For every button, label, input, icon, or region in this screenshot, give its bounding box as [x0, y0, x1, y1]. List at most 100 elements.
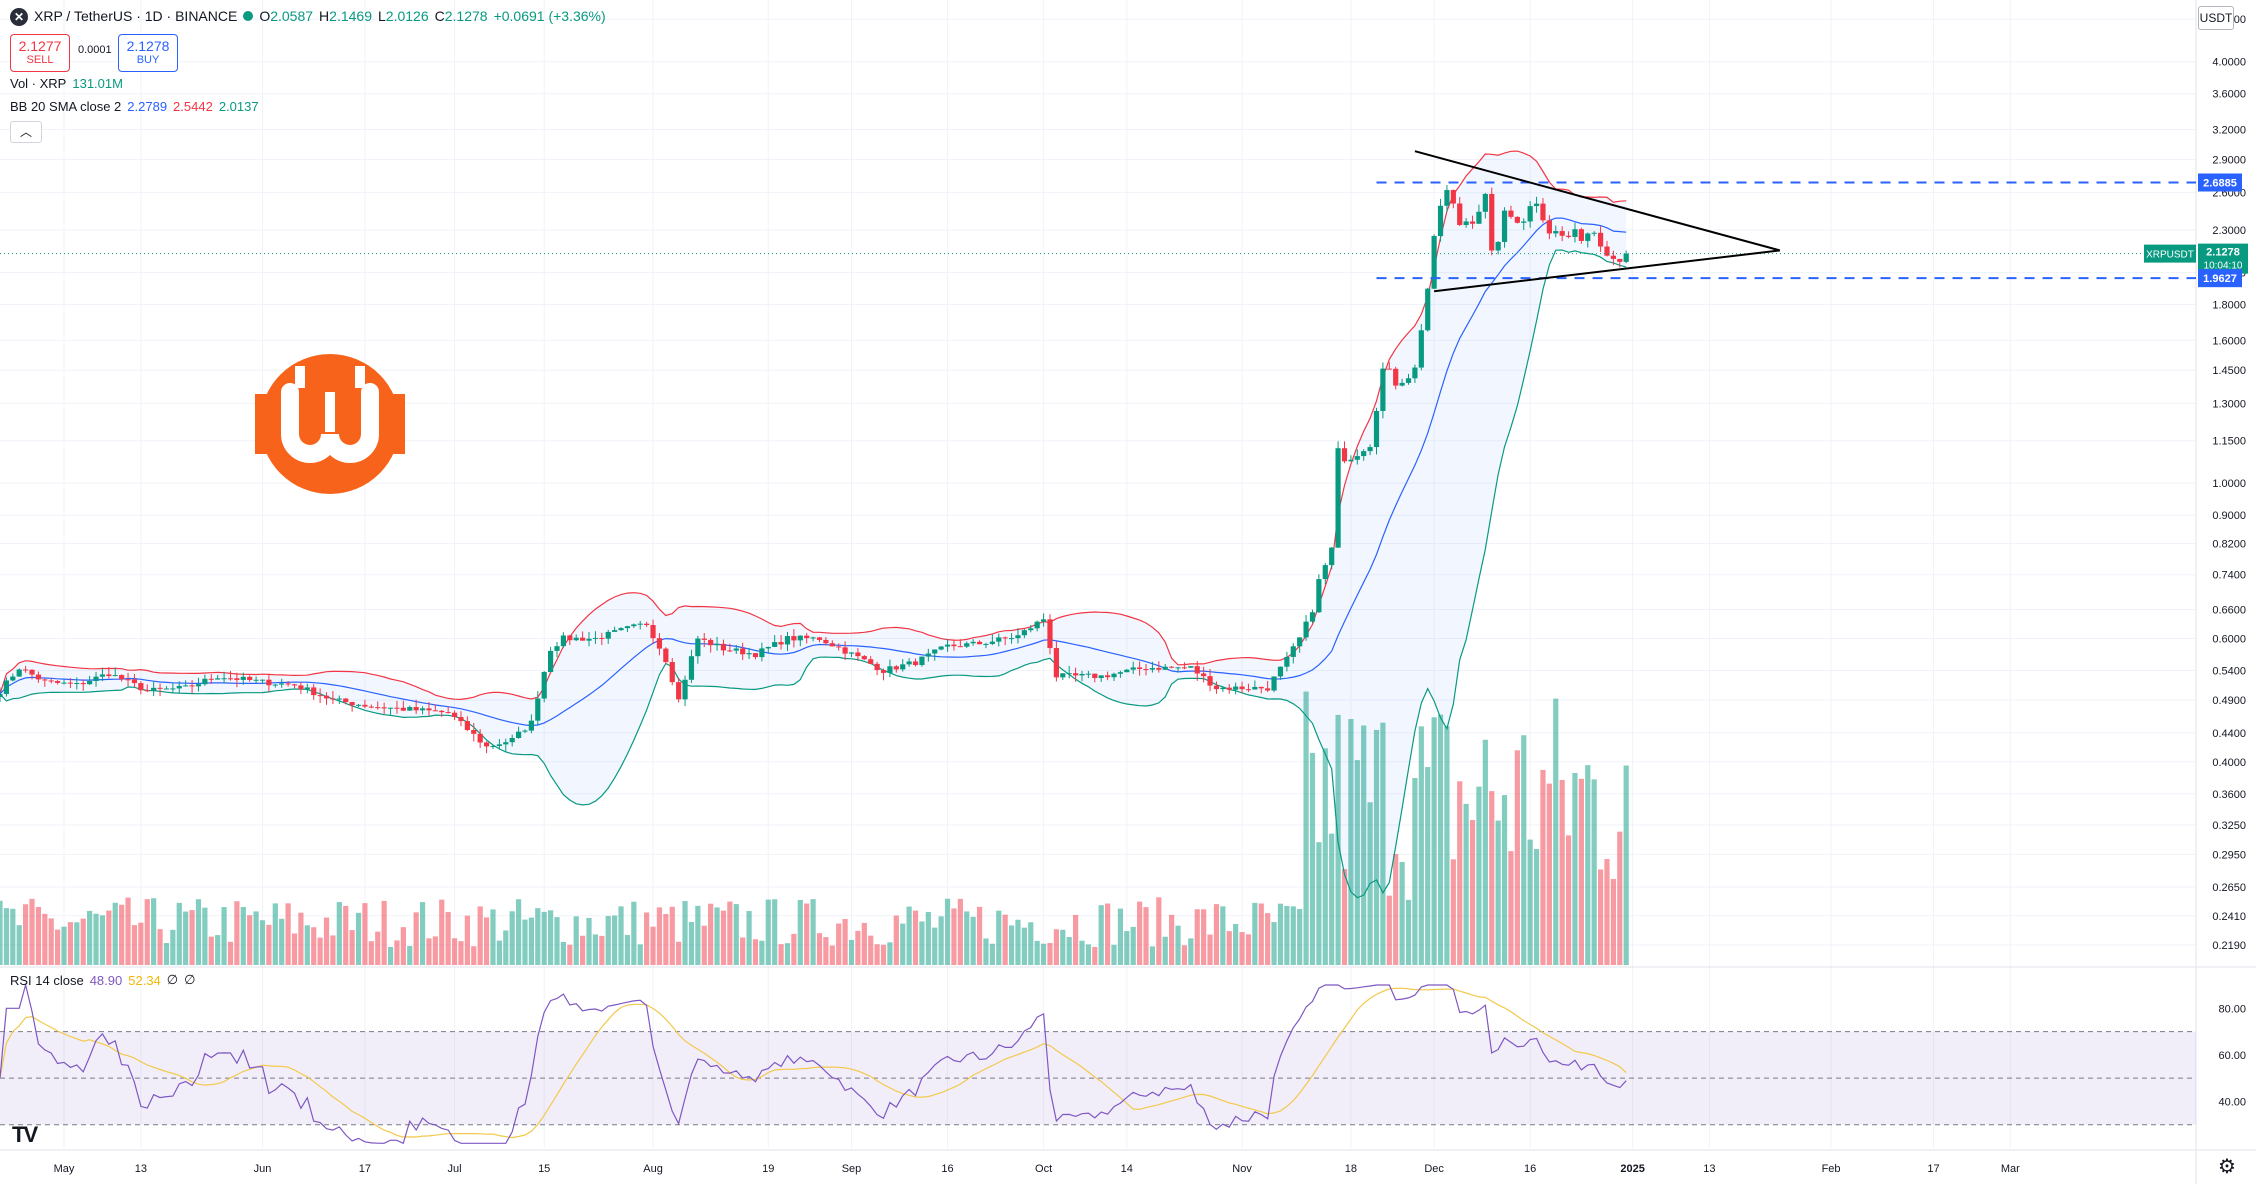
candle-body: [1476, 211, 1482, 224]
volume-bar: [170, 929, 176, 965]
volume-bar: [624, 935, 631, 965]
volume-bar: [906, 906, 912, 965]
gear-icon[interactable]: ⚙: [2218, 1156, 2236, 1178]
volume-bar: [528, 917, 534, 965]
volume-bar: [189, 910, 195, 965]
volume-bar: [912, 910, 919, 965]
candle-body: [432, 710, 438, 712]
volume-bar: [247, 915, 253, 965]
candle-body: [285, 683, 291, 685]
volume-bar: [1201, 909, 1207, 965]
candle-body: [515, 731, 522, 738]
buy-button[interactable]: 2.1278 BUY: [118, 34, 178, 72]
chevron-up-icon: ︿: [19, 125, 32, 139]
bb-fill: [0, 151, 1627, 898]
candle-body: [1092, 673, 1098, 679]
tradingview-logo[interactable]: TV: [12, 1122, 38, 1147]
candle-body: [1117, 672, 1124, 674]
triangle-upper-line: [1414, 150, 1781, 252]
volume-bar: [1604, 859, 1610, 965]
sell-button[interactable]: 2.1277 SELL: [10, 34, 70, 72]
candle-body: [1220, 687, 1226, 690]
candle-body: [1175, 667, 1181, 669]
last-price-label-bg: [2198, 243, 2248, 274]
candle-body: [1188, 666, 1194, 668]
volume-bar: [400, 927, 406, 965]
rsi-tick-label: 80.00: [2218, 1003, 2246, 1015]
volume-bar: [1437, 714, 1444, 965]
candle-body: [215, 678, 221, 680]
candle-body: [1008, 638, 1015, 640]
candle-body: [1265, 688, 1271, 691]
candle-body: [554, 646, 560, 651]
volume-bar: [656, 907, 663, 965]
volume-bar: [304, 925, 310, 965]
volume-bar: [1393, 853, 1399, 965]
rsi-extra-1: ∅: [166, 972, 179, 987]
rsi-legend-label: RSI 14 close: [10, 972, 84, 988]
volume-bar: [10, 908, 16, 965]
high-value: 2.1469: [329, 8, 372, 24]
volume-bar: [1591, 779, 1597, 965]
candle-body: [669, 662, 675, 683]
symbol-title[interactable]: XRP / TetherUS · 1D · BINANCE: [34, 8, 238, 24]
volume-legend-value: 131.01M: [72, 76, 123, 91]
candle-body: [343, 698, 349, 703]
volume-bar: [925, 911, 931, 965]
volume-bar: [151, 898, 157, 965]
volume-bar: [1373, 729, 1380, 965]
candle-body: [1111, 673, 1117, 678]
time-tick-label: 16: [941, 1163, 953, 1175]
candle-body: [151, 687, 157, 691]
rsi-legend[interactable]: RSI 14 close 48.90 52.34 ∅ ∅: [10, 972, 195, 988]
candle-body: [1252, 686, 1258, 690]
volume-bar: [848, 939, 855, 965]
candle-body: [208, 678, 214, 680]
volume-bar: [259, 920, 266, 965]
candle-body: [1361, 451, 1367, 457]
price-tick-label: 1.6000: [2212, 335, 2246, 347]
candle-body: [1405, 378, 1412, 383]
candle-body: [887, 666, 893, 673]
volume-bar: [631, 901, 637, 965]
volume-bar: [1585, 765, 1591, 965]
xrp-symbol-icon: ✕: [10, 8, 28, 26]
bb-legend[interactable]: BB 20 SMA close 2 2.2789 2.5442 2.0137: [10, 99, 259, 114]
volume-bar: [106, 910, 112, 965]
volume-bar: [496, 940, 502, 965]
candle-body: [240, 676, 246, 680]
currency-button[interactable]: USDT: [2198, 6, 2234, 30]
candle-body: [618, 628, 624, 631]
candle-body: [1047, 619, 1053, 649]
volume-bar: [317, 937, 323, 965]
volume-bar: [1015, 919, 1021, 965]
volume-bar: [202, 907, 208, 965]
volume-legend[interactable]: Vol · XRP 131.01M: [10, 76, 123, 91]
volume-bar: [279, 918, 285, 965]
volume-bar: [1053, 929, 1059, 965]
rsi-line: [0, 982, 1627, 1145]
collapse-legend-button[interactable]: ︿: [10, 121, 42, 143]
candle-body: [119, 675, 125, 680]
candle-body: [938, 646, 944, 650]
candle-body: [1386, 368, 1392, 370]
close-label: C: [434, 8, 445, 24]
volume-bar: [483, 917, 490, 965]
candle-body: [592, 637, 599, 639]
volume-bar: [221, 907, 227, 965]
volume-bar: [1501, 795, 1508, 965]
candle-body: [1418, 330, 1424, 368]
volume-bar: [599, 935, 605, 965]
candle-body: [1335, 448, 1341, 548]
volume-bar: [983, 938, 989, 965]
candle-body: [900, 664, 906, 670]
buy-price: 2.1278: [126, 38, 170, 54]
candle-body: [227, 678, 234, 680]
candle-body: [714, 643, 720, 646]
volume-bar: [1060, 929, 1066, 965]
volume-bar: [1565, 835, 1572, 965]
candle-body: [1591, 232, 1597, 234]
